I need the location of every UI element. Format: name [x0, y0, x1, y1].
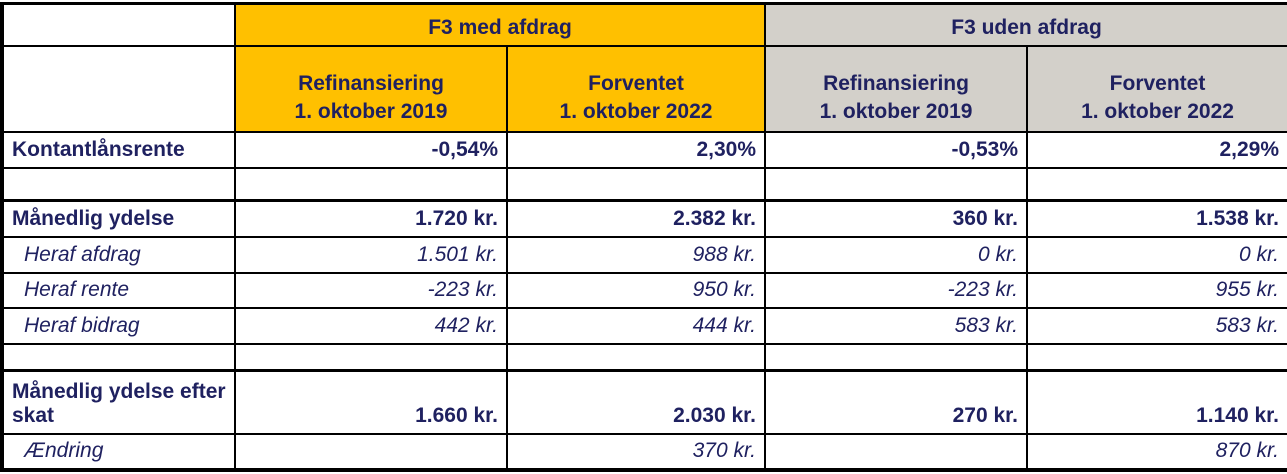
row-label: Ændring	[0, 433, 236, 472]
col-header-refinansiering-uden: Refinansiering 1. oktober 2019	[764, 45, 1029, 134]
value-cell: 370 kr.	[505, 433, 767, 472]
row-label: Heraf afdrag	[0, 235, 236, 274]
value-cell: 1.140 kr.	[1026, 369, 1287, 436]
value-cell: 0 kr.	[764, 235, 1029, 274]
value-cell: 870 kr.	[1026, 433, 1287, 472]
value-cell	[1026, 167, 1287, 202]
row-label	[0, 343, 236, 372]
col-header-line2: 1. oktober 2019	[294, 100, 448, 124]
value-cell: 442 kr.	[234, 307, 508, 346]
row-label: Månedlig ydelse	[0, 199, 236, 238]
value-cell	[234, 433, 508, 472]
col-header-line1: Forventet	[588, 71, 684, 95]
col-header-line2: 1. oktober 2019	[819, 100, 973, 124]
row-label: Kontantlånsrente	[0, 131, 236, 170]
value-cell: 583 kr.	[764, 307, 1029, 346]
group-header-uden-afdrag: F3 uden afdrag	[764, 2, 1287, 48]
value-cell: 1.660 kr.	[234, 369, 508, 436]
col-header-forventet-med: Forventet 1. oktober 2022	[505, 45, 767, 134]
table-row: Heraf rente -223 kr. 950 kr. -223 kr. 955 kr…	[0, 271, 1287, 310]
sub-header-row: Refinansiering 1. oktober 2019 Forventet…	[0, 45, 1287, 134]
group-header-med-afdrag: F3 med afdrag	[233, 2, 767, 48]
value-cell: 1.501 kr.	[234, 235, 508, 274]
value-cell: 2,30%	[505, 131, 767, 170]
row-label: Heraf bidrag	[0, 307, 236, 346]
value-cell	[505, 167, 767, 202]
col-header-forventet-uden: Forventet 1. oktober 2022	[1026, 45, 1287, 134]
value-cell: 360 kr.	[764, 199, 1029, 238]
value-cell: -223 kr.	[234, 271, 508, 310]
value-cell: -0,54%	[234, 131, 508, 170]
col-header-line1: Refinansiering	[298, 71, 444, 95]
value-cell	[764, 167, 1029, 202]
row-label: Månedlig ydelse efter skat	[0, 369, 236, 436]
row-label: Heraf rente	[0, 271, 236, 310]
value-cell: 2,29%	[1026, 131, 1287, 170]
col-header-line1: Forventet	[1109, 71, 1206, 95]
value-cell: 2.030 kr.	[505, 369, 767, 436]
value-cell: -0,53%	[764, 131, 1029, 170]
value-cell: 1.538 kr.	[1026, 199, 1287, 238]
table-row: Kontantlånsrente -0,54% 2,30% -0,53% 2,29%	[0, 131, 1287, 170]
value-cell	[505, 343, 767, 372]
corner-cell-2	[0, 45, 236, 134]
corner-cell	[0, 2, 236, 48]
value-cell: 444 kr.	[505, 307, 767, 346]
table-row: Ændring 370 kr. 870 kr.	[0, 433, 1287, 472]
value-cell	[234, 343, 508, 372]
value-cell: 1.720 kr.	[234, 199, 508, 238]
value-cell: 988 kr.	[505, 235, 767, 274]
col-header-refinansiering-med: Refinansiering 1. oktober 2019	[234, 45, 508, 134]
col-header-line2: 1. oktober 2022	[559, 100, 713, 124]
value-cell: 950 kr.	[505, 271, 767, 310]
spacer-row	[0, 167, 1287, 202]
group-header-row: F3 med afdrag F3 uden afdrag	[0, 2, 1287, 48]
value-cell	[1026, 343, 1287, 372]
value-cell: 0 kr.	[1026, 235, 1287, 274]
row-label	[0, 167, 236, 202]
col-header-line2: 1. oktober 2022	[1081, 100, 1234, 124]
value-cell: 270 kr.	[764, 369, 1029, 436]
value-cell	[764, 433, 1029, 472]
value-cell	[764, 343, 1029, 372]
value-cell: 583 kr.	[1026, 307, 1287, 346]
value-cell	[234, 167, 508, 202]
table-row: Månedlig ydelse 1.720 kr. 2.382 kr. 360 kr.…	[0, 199, 1287, 238]
value-cell: 955 kr.	[1026, 271, 1287, 310]
value-cell: 2.382 kr.	[505, 199, 767, 238]
value-cell: -223 kr.	[764, 271, 1029, 310]
table-row: Heraf afdrag 1.501 kr. 988 kr. 0 kr. 0 kr.	[0, 235, 1287, 274]
table-row: Heraf bidrag 442 kr. 444 kr. 583 kr. 583 kr.	[0, 307, 1287, 346]
col-header-line1: Refinansiering	[823, 71, 969, 95]
spacer-row	[0, 343, 1287, 372]
table-row: Månedlig ydelse efter skat 1.660 kr. 2.030…	[0, 369, 1287, 436]
